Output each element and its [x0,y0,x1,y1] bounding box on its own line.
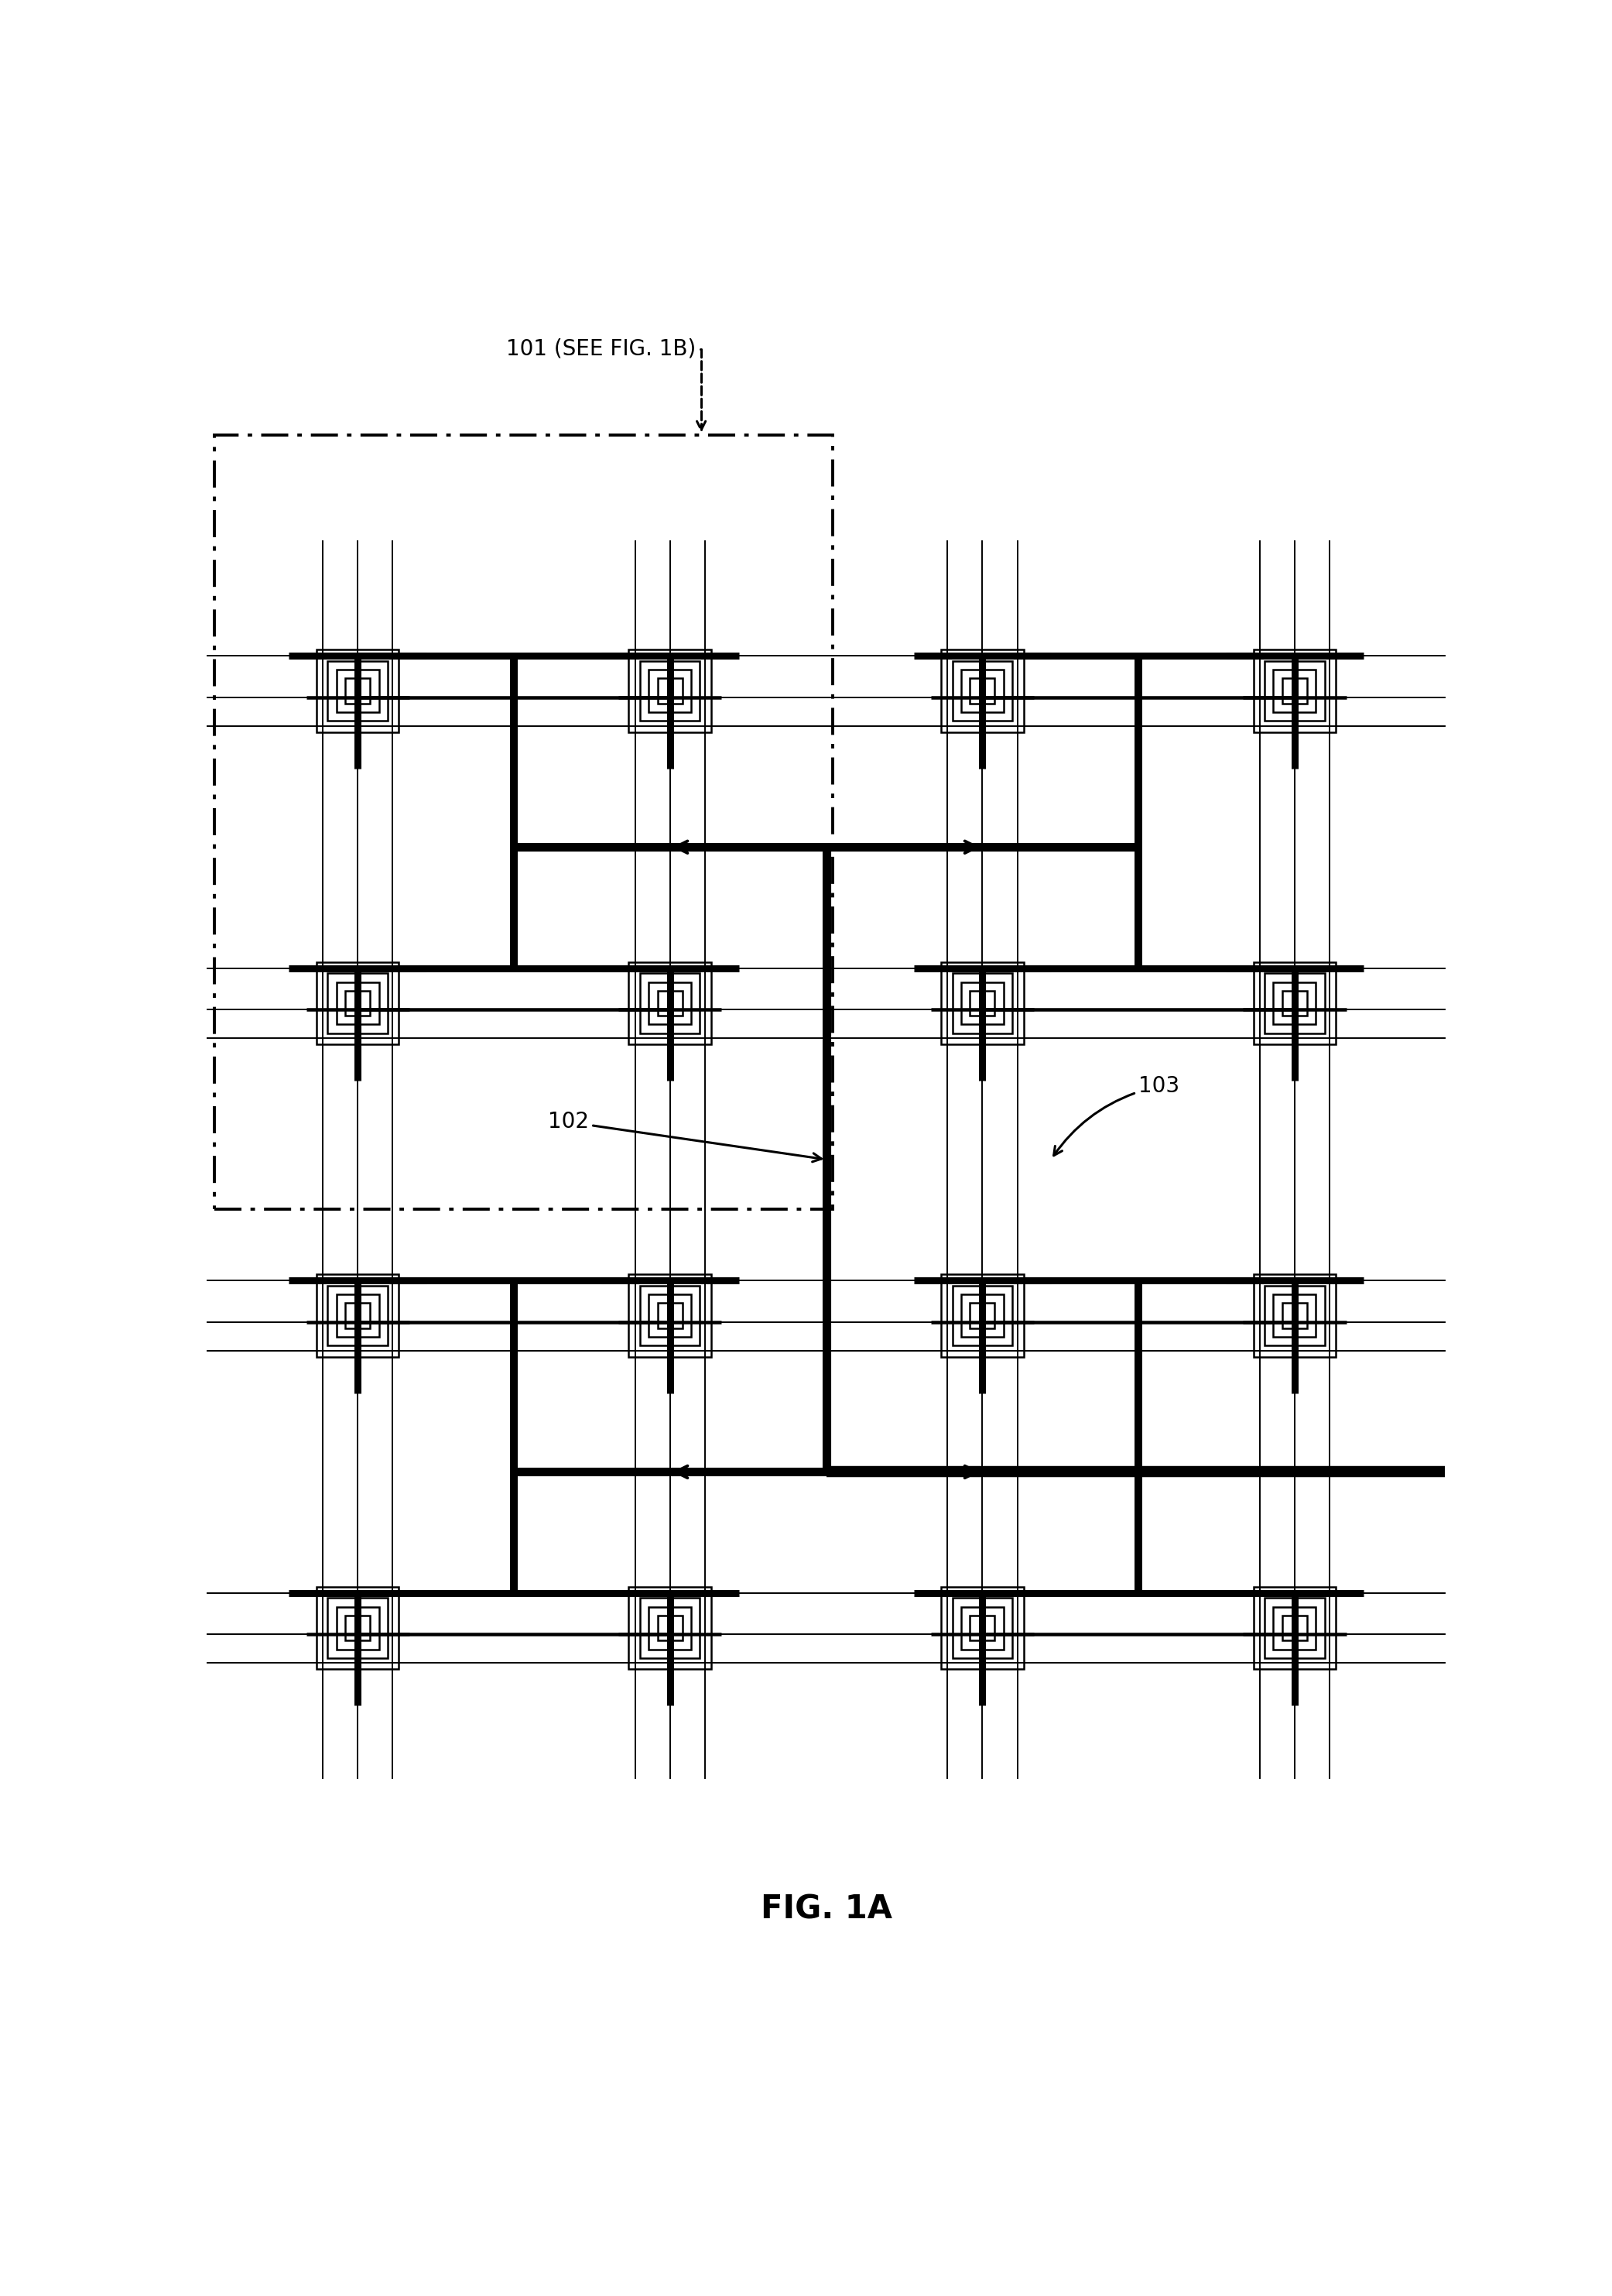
Bar [337,983,379,1024]
Bar [629,1587,711,1669]
Bar [941,1587,1024,1669]
Bar [970,1304,995,1327]
Text: 102: 102 [548,1111,822,1162]
Text: 101 (SEE FIG. 1B): 101 (SEE FIG. 1B) [506,338,706,429]
Bar [961,983,1004,1024]
Bar [316,1274,398,1357]
Text: FIG. 1A: FIG. 1A [761,1892,891,1926]
Bar [345,1304,371,1327]
Bar [658,1616,682,1642]
Bar [648,983,692,1024]
Bar [316,962,398,1045]
Bar [1265,974,1325,1033]
Bar [970,677,995,703]
Bar [1273,1607,1315,1649]
Bar [941,650,1024,732]
Bar [1282,1304,1307,1327]
Bar [953,1598,1012,1658]
Bar [345,677,371,703]
Bar [970,992,995,1015]
Bar [345,1616,371,1642]
Bar [629,650,711,732]
Bar [629,1274,711,1357]
Bar [961,1607,1004,1649]
Bar [970,1616,995,1642]
Bar [337,1607,379,1649]
Bar [1265,1598,1325,1658]
Bar [953,661,1012,721]
Bar [1282,992,1307,1015]
Bar [327,1286,387,1345]
Bar [1265,1286,1325,1345]
Bar [961,1295,1004,1336]
Bar [1254,962,1336,1045]
Bar [629,962,711,1045]
Bar [1254,1587,1336,1669]
Bar [1273,983,1315,1024]
Bar [327,1598,387,1658]
Bar [648,1607,692,1649]
Bar [640,1286,700,1345]
Bar [640,661,700,721]
Bar [640,974,700,1033]
Bar [658,1304,682,1327]
Bar [316,1587,398,1669]
Bar [1254,1274,1336,1357]
Bar [1273,670,1315,712]
Bar [961,670,1004,712]
Bar [327,974,387,1033]
Bar [345,992,371,1015]
Text: 103: 103 [1054,1075,1180,1155]
Bar [941,1274,1024,1357]
Bar [1254,650,1336,732]
Bar [648,1295,692,1336]
Bar [648,670,692,712]
Bar [658,992,682,1015]
Bar [327,661,387,721]
Bar [640,1598,700,1658]
Bar [953,1286,1012,1345]
Bar [1273,1295,1315,1336]
Bar [337,670,379,712]
Bar [337,1295,379,1336]
Bar [1282,677,1307,703]
Bar [1265,661,1325,721]
Bar [941,962,1024,1045]
Bar [953,974,1012,1033]
Bar [658,677,682,703]
Bar [316,650,398,732]
Bar [1282,1616,1307,1642]
Bar [214,434,832,1210]
